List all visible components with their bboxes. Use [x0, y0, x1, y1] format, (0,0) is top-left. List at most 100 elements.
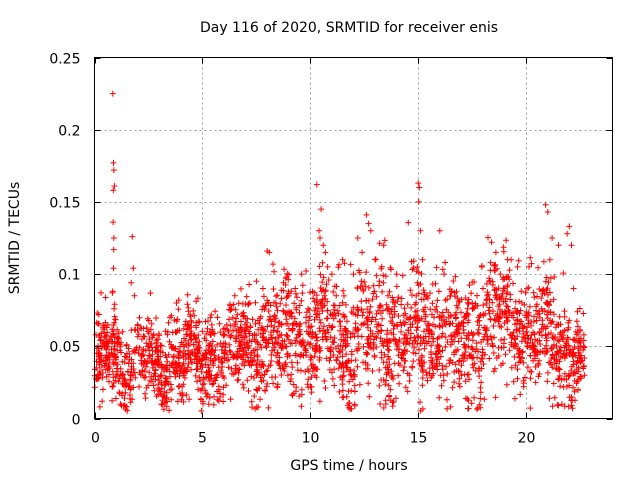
data-point: [316, 398, 323, 405]
data-point: [492, 317, 499, 324]
data-point: [407, 335, 414, 342]
data-point: [551, 274, 558, 280]
data-point: [209, 338, 216, 345]
data-point: [469, 300, 476, 306]
data-point: [419, 375, 426, 381]
data-point: [361, 279, 368, 285]
data-point: [393, 283, 400, 290]
data-point: [527, 405, 534, 412]
data-point: [544, 369, 551, 376]
data-point: [184, 331, 190, 338]
data-point: [130, 265, 137, 272]
data-point: [175, 355, 182, 362]
data-point: [438, 317, 445, 324]
data-point: [127, 377, 134, 384]
data-point: [317, 271, 324, 278]
data-point: [211, 393, 217, 400]
data-point: [238, 328, 245, 335]
data-point: [194, 378, 200, 385]
data-point: [297, 367, 304, 374]
data-point: [347, 261, 354, 268]
data-point: [298, 386, 305, 393]
data-point: [252, 320, 259, 327]
data-point: [489, 299, 496, 306]
data-point: [561, 370, 568, 377]
data-point: [355, 341, 362, 347]
data-point: [350, 304, 357, 311]
data-point: [148, 320, 155, 327]
data-point: [222, 344, 229, 351]
data-point: [409, 341, 416, 347]
data-point: [292, 388, 299, 395]
data-point: [403, 332, 410, 339]
data-point: [205, 371, 212, 378]
data-point: [537, 348, 544, 355]
data-point: [232, 306, 239, 313]
data-point: [325, 277, 332, 283]
data-point: [396, 338, 402, 345]
data-point: [380, 404, 387, 411]
data-point: [398, 328, 404, 335]
data-point: [152, 376, 159, 383]
data-point: [343, 393, 350, 400]
data-point: [240, 384, 247, 391]
data-point: [175, 383, 182, 390]
data-point: [469, 337, 476, 344]
data-point: [545, 308, 552, 315]
data-point: [461, 314, 467, 321]
data-point: [411, 344, 418, 351]
data-point: [303, 268, 310, 274]
data-point: [114, 368, 121, 375]
data-point: [345, 404, 352, 411]
data-point: [474, 292, 480, 299]
data-point: [572, 397, 578, 404]
data-point: [504, 282, 511, 289]
data-point: [500, 340, 507, 347]
data-point: [254, 317, 261, 324]
data-point: [220, 391, 227, 398]
data-point: [180, 325, 187, 332]
data-point: [476, 322, 483, 329]
data-point: [296, 302, 303, 309]
data-point: [524, 285, 530, 292]
data-point: [148, 344, 155, 351]
data-point: [477, 384, 484, 391]
data-point: [294, 294, 300, 301]
data-point: [399, 272, 406, 279]
data-point: [346, 378, 353, 385]
data-point: [364, 365, 371, 372]
data-point: [220, 332, 227, 339]
data-point: [198, 355, 205, 362]
data-point: [366, 308, 373, 315]
data-point: [192, 372, 199, 379]
data-point: [573, 366, 580, 373]
data-point: [112, 377, 119, 384]
data-point: [465, 336, 472, 343]
data-point: [469, 306, 476, 312]
data-point: [317, 235, 323, 241]
data-point: [432, 280, 439, 287]
data-point: [481, 333, 488, 340]
data-point: [254, 370, 261, 377]
data-point: [472, 367, 479, 374]
data-point: [194, 366, 201, 373]
data-point: [262, 302, 269, 309]
data-point: [435, 347, 442, 354]
data-point: [237, 342, 244, 349]
data-point: [331, 310, 338, 316]
data-point: [366, 310, 373, 316]
data-point: [224, 326, 231, 333]
data-point: [331, 382, 338, 389]
data-point: [430, 321, 436, 328]
data-point: [302, 346, 309, 353]
data-point: [536, 337, 543, 344]
data-point: [383, 301, 390, 308]
data-point: [506, 267, 513, 274]
data-point: [96, 334, 103, 340]
data-point: [249, 316, 256, 323]
data-point: [519, 348, 526, 355]
data-point: [119, 358, 126, 365]
data-point: [203, 330, 210, 337]
data-point: [231, 353, 238, 360]
data-point: [197, 396, 204, 402]
